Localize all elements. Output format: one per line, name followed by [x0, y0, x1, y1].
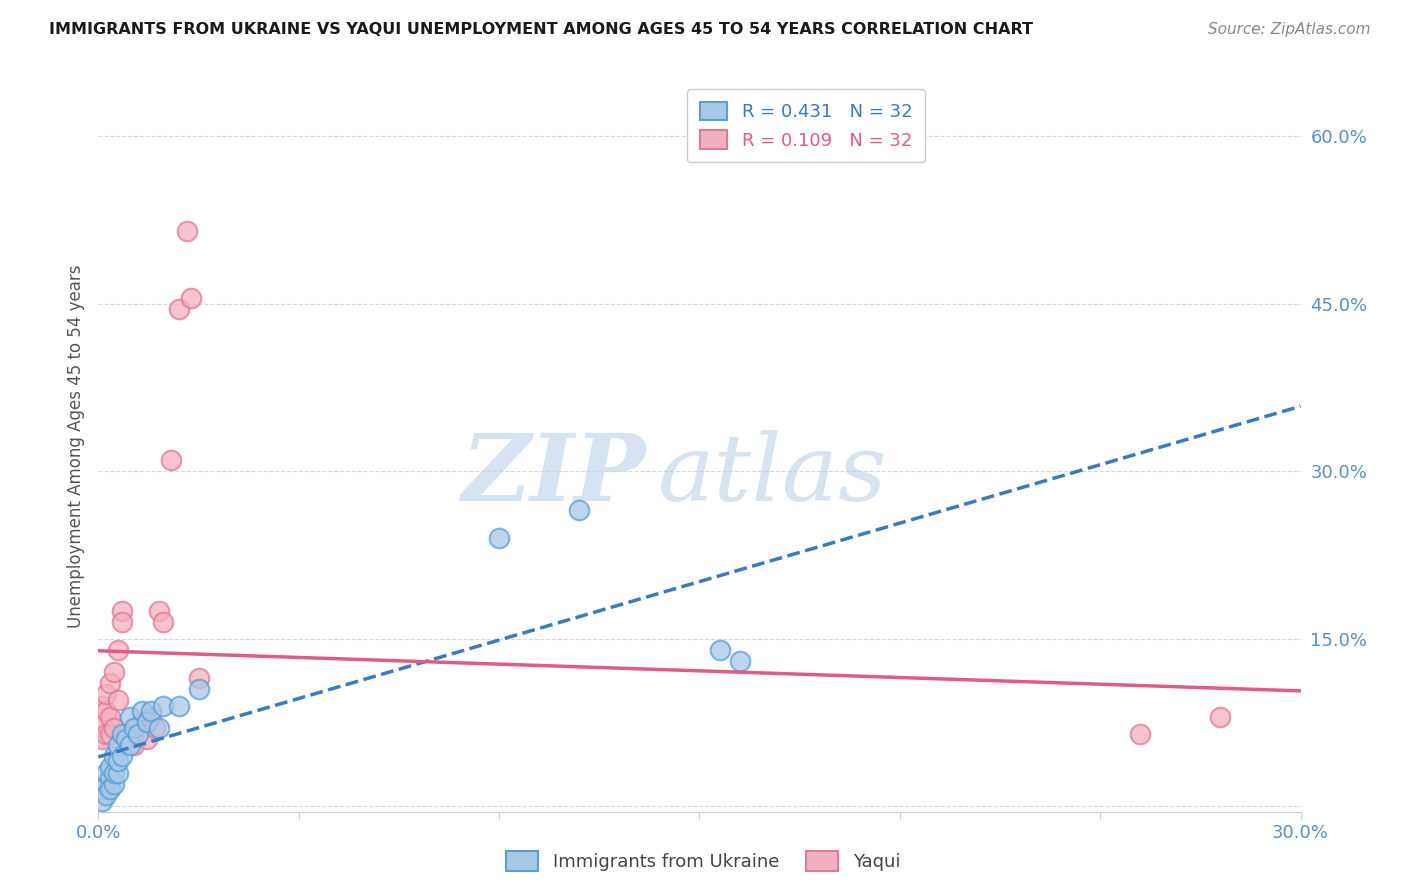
Y-axis label: Unemployment Among Ages 45 to 54 years: Unemployment Among Ages 45 to 54 years	[66, 264, 84, 628]
Point	[107, 738, 129, 752]
Point	[96, 765, 118, 780]
Point	[131, 715, 153, 730]
Point	[159, 453, 181, 467]
Point	[1129, 726, 1152, 740]
Text: atlas: atlas	[658, 430, 887, 520]
Legend: R = 0.431   N = 32, R = 0.109   N = 32: R = 0.431 N = 32, R = 0.109 N = 32	[688, 89, 925, 162]
Text: IMMIGRANTS FROM UKRAINE VS YAQUI UNEMPLOYMENT AMONG AGES 45 TO 54 YEARS CORRELAT: IMMIGRANTS FROM UKRAINE VS YAQUI UNEMPLO…	[49, 22, 1033, 37]
Point	[91, 698, 114, 713]
Point	[115, 726, 138, 740]
Point	[96, 688, 118, 702]
Point	[120, 732, 142, 747]
Point	[568, 503, 591, 517]
Point	[187, 681, 209, 696]
Point	[111, 615, 134, 629]
Point	[124, 738, 146, 752]
Point	[709, 642, 731, 657]
Point	[91, 715, 114, 730]
Point	[120, 710, 142, 724]
Legend: Immigrants from Ukraine, Yaqui: Immigrants from Ukraine, Yaqui	[498, 844, 908, 879]
Point	[139, 710, 162, 724]
Point	[103, 721, 125, 735]
Point	[111, 604, 134, 618]
Point	[91, 732, 114, 747]
Point	[728, 654, 751, 668]
Point	[100, 726, 122, 740]
Point	[103, 665, 125, 680]
Point	[111, 748, 134, 763]
Point	[91, 793, 114, 807]
Point	[176, 224, 198, 238]
Point	[148, 604, 170, 618]
Point	[107, 765, 129, 780]
Point	[128, 726, 150, 740]
Point	[100, 771, 122, 785]
Point	[100, 782, 122, 797]
Point	[152, 615, 174, 629]
Point	[131, 704, 153, 718]
Point	[115, 732, 138, 747]
Point	[187, 671, 209, 685]
Point	[100, 676, 122, 690]
Point	[96, 788, 118, 802]
Point	[135, 715, 157, 730]
Point	[107, 693, 129, 707]
Point	[124, 721, 146, 735]
Point	[1209, 710, 1232, 724]
Point	[128, 721, 150, 735]
Point	[143, 721, 166, 735]
Text: Source: ZipAtlas.com: Source: ZipAtlas.com	[1208, 22, 1371, 37]
Point	[135, 732, 157, 747]
Point	[103, 748, 125, 763]
Point	[167, 698, 190, 713]
Point	[488, 531, 510, 545]
Point	[180, 291, 202, 305]
Point	[148, 721, 170, 735]
Point	[167, 302, 190, 317]
Point	[103, 777, 125, 791]
Point	[107, 755, 129, 769]
Text: ZIP: ZIP	[461, 430, 645, 520]
Point	[91, 782, 114, 797]
Point	[96, 704, 118, 718]
Point	[103, 765, 125, 780]
Point	[100, 710, 122, 724]
Point	[100, 760, 122, 774]
Point	[111, 726, 134, 740]
Point	[96, 726, 118, 740]
Point	[139, 704, 162, 718]
Point	[152, 698, 174, 713]
Point	[107, 642, 129, 657]
Point	[120, 738, 142, 752]
Point	[96, 777, 118, 791]
